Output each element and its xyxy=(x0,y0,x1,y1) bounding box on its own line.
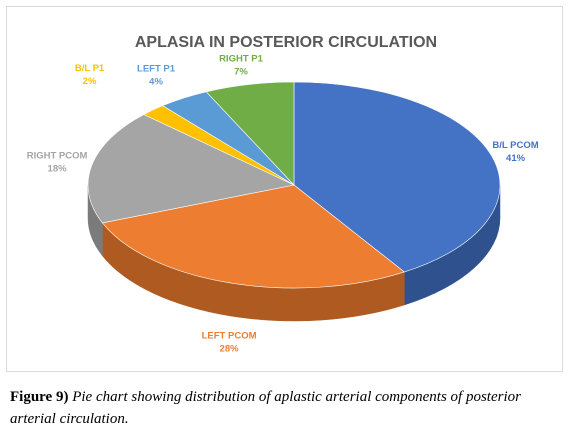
pie-slices-group xyxy=(87,81,501,289)
pie-chart: APLASIA IN POSTERIOR CIRCULATION B/L PCO… xyxy=(27,34,539,355)
slice-label-right-p1: RIGHT P1 7% xyxy=(219,53,264,77)
slice-label-name-right-pcom: RIGHT PCOM xyxy=(27,150,88,161)
slice-label-name-left-pcom: LEFT PCOM xyxy=(202,331,257,342)
slice-label-name-b-l-p1: B/L P1 xyxy=(75,63,105,74)
slice-label-b-l-p1: B/L P1 2% xyxy=(75,63,105,87)
pie-slice-right-pcom xyxy=(87,114,295,224)
slice-label-b-l-pcom: B/L PCOM 41% xyxy=(492,140,538,164)
slice-label-value-right-p1: 7% xyxy=(234,66,248,77)
slice-label-name-left-p1: LEFT P1 xyxy=(137,63,176,74)
slice-label-value-right-pcom: 18% xyxy=(48,163,68,174)
slice-label-name-b-l-pcom: B/L PCOM xyxy=(492,140,538,151)
pie-slice-b-l-pcom xyxy=(293,81,501,273)
slice-label-value-b-l-pcom: 41% xyxy=(506,153,526,164)
slice-label-right-pcom: RIGHT PCOM 18% xyxy=(27,150,88,174)
pie-labels-group: B/L PCOM 41% LEFT PCOM 28% RIGHT PCOM 18% B/L … xyxy=(27,53,539,354)
caption-label: Figure 9) xyxy=(10,389,69,405)
slice-label-value-left-pcom: 28% xyxy=(220,344,240,355)
chart-frame: APLASIA IN POSTERIOR CIRCULATION B/L PCO… xyxy=(6,6,563,372)
figure-caption: Figure 9) Pie chart showing distribution… xyxy=(10,386,563,430)
slice-label-value-b-l-p1: 2% xyxy=(83,76,97,87)
pie-slice-right-p1 xyxy=(205,81,295,186)
chart-title: APLASIA IN POSTERIOR CIRCULATION xyxy=(135,34,437,51)
slice-label-left-p1: LEFT P1 4% xyxy=(137,63,176,87)
slice-label-left-pcom: LEFT PCOM 28% xyxy=(202,331,257,355)
caption-text: Pie chart showing distribution of aplast… xyxy=(10,389,521,427)
slice-label-value-left-p1: 4% xyxy=(149,76,163,87)
slice-label-name-right-p1: RIGHT P1 xyxy=(219,53,264,64)
pie-slice-left-pcom xyxy=(101,184,406,289)
